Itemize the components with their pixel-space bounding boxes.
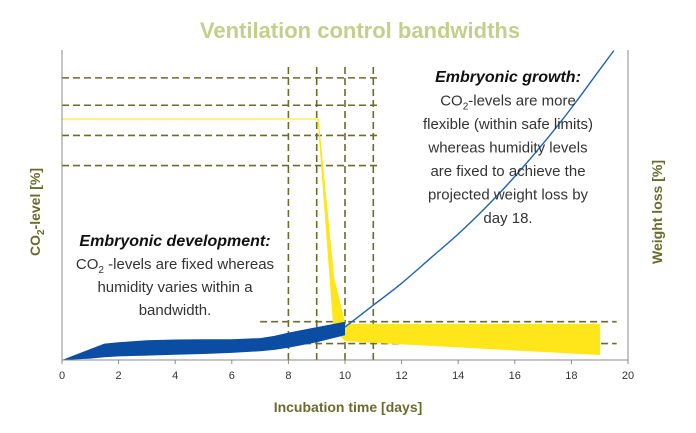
x-axis-label: Incubation time [days]	[274, 399, 423, 415]
annotation-text: -levels are more	[468, 93, 576, 110]
annotation-line: day 18.	[483, 210, 532, 227]
co2-level-series	[62, 118, 601, 356]
x-tick-label: 0	[59, 370, 65, 382]
annotation-subscript: 2	[98, 265, 104, 276]
humidity-bandwidth-series	[62, 321, 345, 360]
x-tick-label: 10	[339, 370, 351, 382]
y-axis-label-left-main: CO	[27, 235, 43, 256]
y-axis-label-right: Weight loss [%]	[649, 160, 665, 264]
x-tick-label: 20	[622, 370, 634, 382]
x-tick-label: 12	[395, 370, 407, 382]
annotation-line: projected weight loss by	[428, 187, 589, 204]
x-tick-label: 8	[285, 370, 291, 382]
x-tick-label: 14	[452, 370, 464, 382]
y-axis-label-left-subscript: 2	[36, 229, 47, 235]
weight-loss-series	[344, 50, 615, 328]
y-axis-label-left-rest: -level [%]	[27, 168, 43, 229]
chart-title: Ventilation control bandwidths	[200, 18, 520, 43]
x-tick-labels: 0 2 4 6 8 10 12 14 16 18 20	[59, 370, 634, 382]
chart-axes	[61, 50, 629, 364]
annotation-line: humidity varies within a	[97, 279, 253, 296]
x-tick-label: 2	[116, 370, 122, 382]
annotation-line: flexible (within safe limits)	[423, 116, 593, 133]
annotation-heading: Embryonic development:	[79, 233, 270, 250]
annotation-line: bandwidth.	[139, 302, 212, 319]
x-tick-label: 16	[509, 370, 521, 382]
annotation-subscript: 2	[463, 102, 469, 113]
annotation-heading: Embryonic growth:	[435, 69, 581, 86]
annotation-text: CO	[440, 93, 463, 110]
annotation-line: CO2 -levels are fixed whereas	[76, 256, 274, 276]
y-axis-label-left: CO2-level [%]	[27, 168, 47, 256]
annotation-text: -levels are fixed whereas	[104, 256, 274, 273]
chart-series	[62, 50, 615, 360]
x-tick-label: 4	[172, 370, 178, 382]
annotation-line: are fixed to achieve the	[430, 163, 585, 180]
x-tick-label: 18	[565, 370, 577, 382]
annotation-line: whereas humidity levels	[427, 140, 587, 157]
x-tick-label: 6	[229, 370, 235, 382]
annotation-line: CO2-levels are more	[440, 93, 576, 113]
annotations: Embryonic growth:CO2-levels are moreflex…	[76, 69, 593, 319]
annotation-text: CO	[76, 256, 99, 273]
